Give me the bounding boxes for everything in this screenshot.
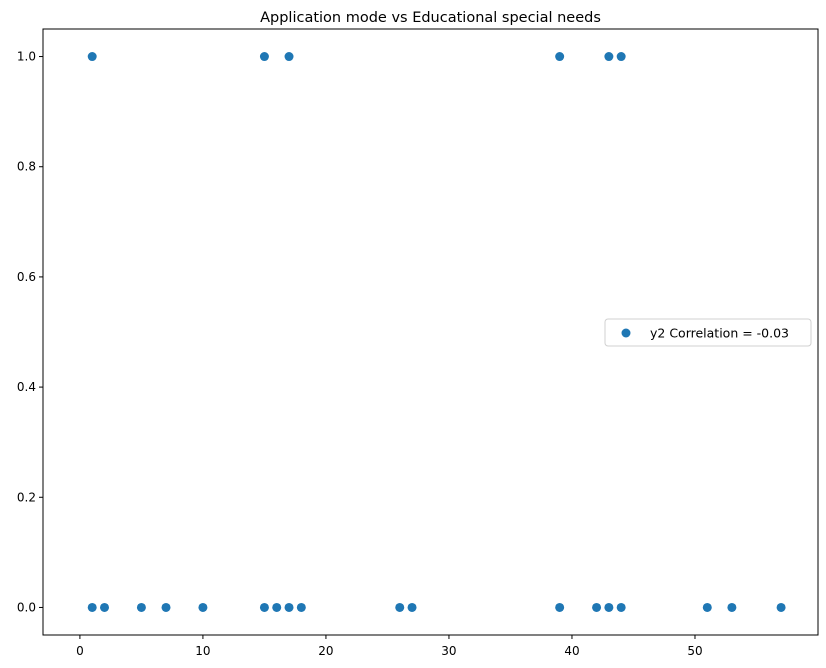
y-tick-label: 0.6 [17, 270, 36, 284]
legend-label: y2 Correlation = -0.03 [650, 326, 789, 341]
data-point [407, 602, 417, 612]
data-point [136, 602, 146, 612]
data-point [259, 602, 269, 612]
legend-marker [621, 328, 631, 338]
data-point [702, 602, 712, 612]
data-point [100, 602, 110, 612]
data-point [161, 602, 171, 612]
data-point [555, 52, 565, 62]
data-point [87, 52, 97, 62]
legend: y2 Correlation = -0.03 [604, 318, 812, 347]
data-point [272, 602, 282, 612]
data-point [395, 602, 405, 612]
data-point [198, 602, 208, 612]
y-tick-label: 0.8 [17, 160, 36, 174]
y-tick-label: 0.2 [17, 490, 36, 504]
data-point [555, 602, 565, 612]
x-tick-label: 20 [318, 644, 333, 658]
data-point [616, 602, 626, 612]
data-point [727, 602, 737, 612]
y-tick-label: 0.4 [17, 380, 36, 394]
x-axis: 0 10 20 30 40 50 [76, 635, 703, 658]
data-point [259, 52, 269, 62]
chart-title: Application mode vs Educational special … [260, 10, 601, 26]
y-axis: 0.0 0.2 0.4 0.6 0.8 1.0 [17, 50, 43, 614]
legend-box [604, 318, 812, 347]
data-points [87, 52, 786, 612]
data-point [604, 52, 614, 62]
y-tick-label: 0.0 [17, 600, 36, 614]
data-point [776, 602, 786, 612]
y-tick-label: 1.0 [17, 50, 36, 64]
x-tick-label: 50 [687, 644, 702, 658]
data-point [87, 602, 97, 612]
data-point [284, 52, 294, 62]
x-tick-label: 0 [76, 644, 84, 658]
data-point [616, 52, 626, 62]
plot-area-frame [42, 28, 819, 636]
x-tick-label: 30 [441, 644, 456, 658]
data-point [592, 602, 602, 612]
x-tick-label: 40 [564, 644, 579, 658]
data-point [284, 602, 294, 612]
data-point [604, 602, 614, 612]
data-point [296, 602, 306, 612]
x-tick-label: 10 [195, 644, 210, 658]
